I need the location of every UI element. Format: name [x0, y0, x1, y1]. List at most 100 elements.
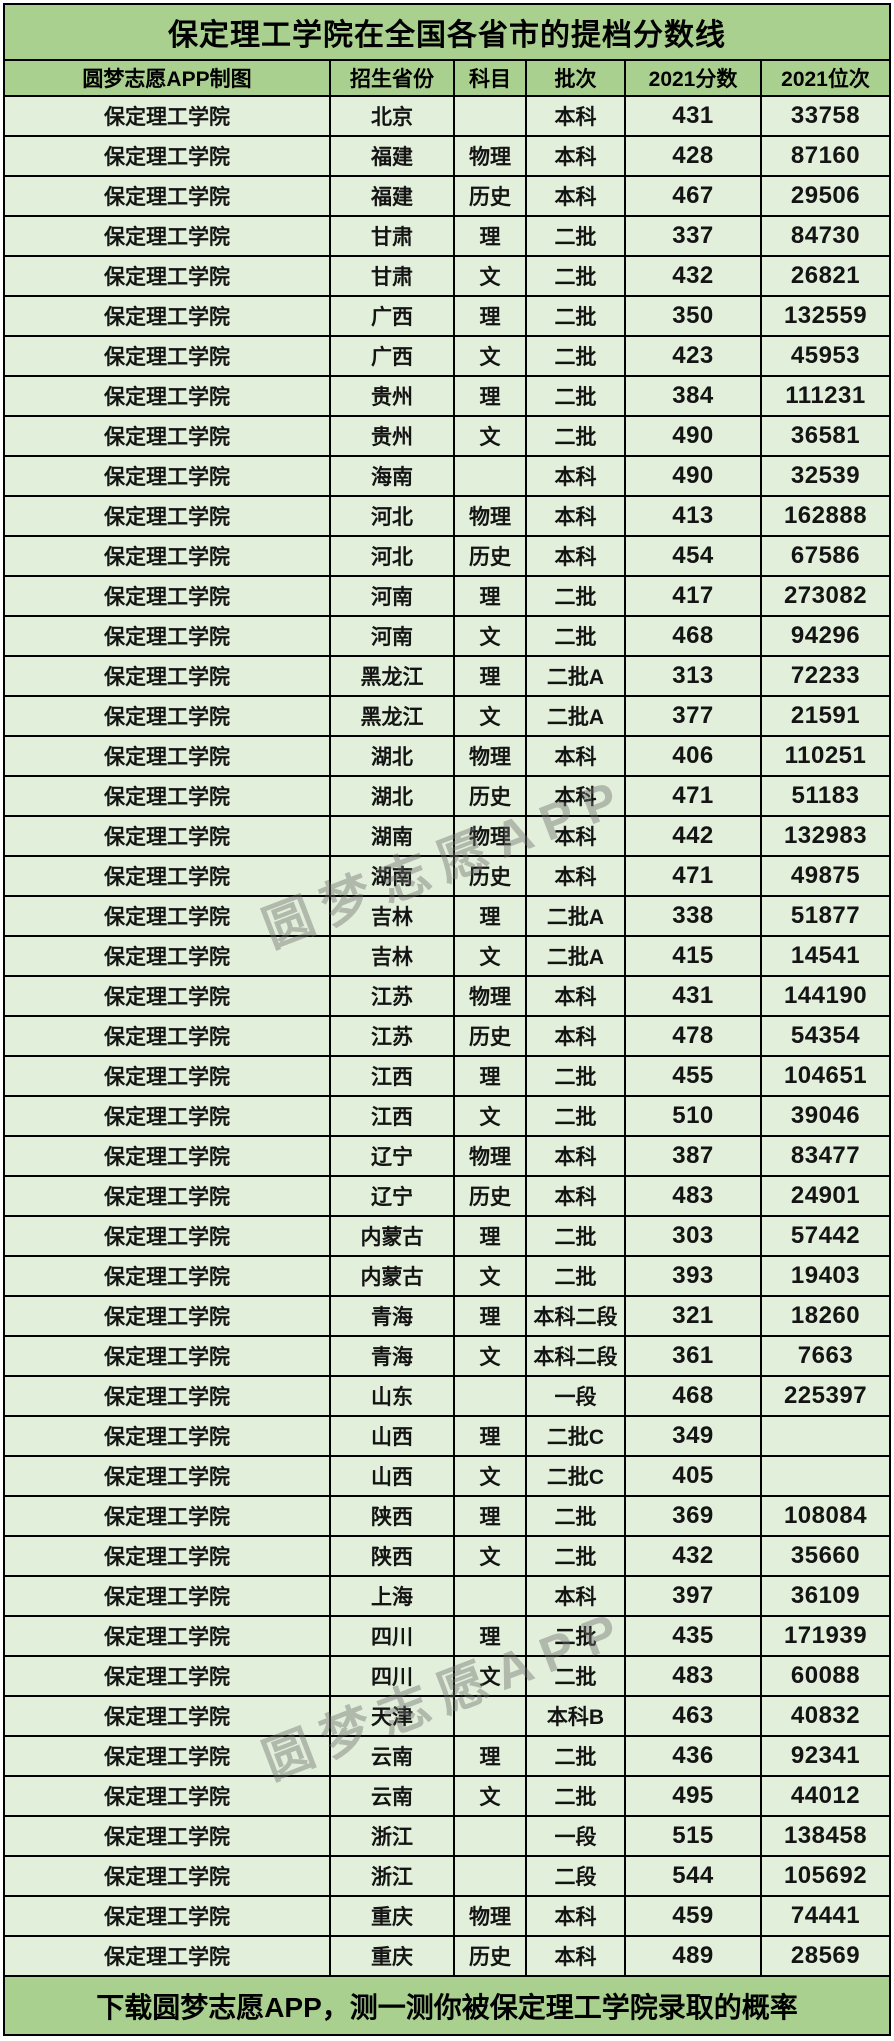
table-row: 保定理工学院 内蒙古 理 二批 303 57442 — [5, 1217, 889, 1257]
cell-school: 保定理工学院 — [104, 786, 230, 809]
cell-province: 浙江 — [329, 1817, 453, 1855]
cell-school: 保定理工学院 — [104, 1386, 230, 1409]
cell-score: 483 — [624, 1177, 760, 1215]
cell-province: 四川 — [329, 1657, 453, 1695]
cell-rank: 162888 — [760, 497, 889, 535]
cell-score: 338 — [624, 897, 760, 935]
cell-school: 保定理工学院 — [104, 1706, 230, 1729]
cell-province: 甘肃 — [329, 257, 453, 295]
cell-rank: 110251 — [760, 737, 889, 775]
cell-batch: 二批 — [525, 1097, 624, 1135]
cell-batch: 本科 — [525, 177, 624, 215]
cell-subject: 文 — [453, 1097, 525, 1135]
cell-subject: 历史 — [453, 1177, 525, 1215]
table-row: 保定理工学院 湖南 物理 本科 442 132983 — [5, 817, 889, 857]
header-cell-source: 圆梦志愿APP制图 — [82, 68, 252, 91]
header-cell-score-2021: 2021分数 — [624, 61, 760, 95]
cell-score: 510 — [624, 1097, 760, 1135]
cell-subject: 理 — [453, 1417, 525, 1455]
cell-subject: 理 — [453, 377, 525, 415]
header-cell-province: 招生省份 — [329, 61, 453, 95]
cell-rank: 40832 — [760, 1697, 889, 1735]
cell-school: 保定理工学院 — [104, 586, 230, 609]
cell-score: 478 — [624, 1017, 760, 1055]
cell-batch: 二批 — [525, 1057, 624, 1095]
cell-score: 468 — [624, 617, 760, 655]
table-row: 保定理工学院 云南 文 二批 495 44012 — [5, 1777, 889, 1817]
cell-subject: 文 — [453, 1537, 525, 1575]
cell-batch: 本科 — [525, 137, 624, 175]
table-body: 保定理工学院 北京 本科 431 33758 保定理工学院 福建 物理 本科 4… — [5, 97, 889, 1977]
table-row: 保定理工学院 吉林 文 二批A 415 14541 — [5, 937, 889, 977]
cell-subject: 理 — [453, 657, 525, 695]
footer-note: 下载圆梦志愿APP，测一测你被保定理工学院录取的概率 — [5, 1977, 889, 2034]
cell-batch: 一段 — [525, 1377, 624, 1415]
cell-rank — [760, 1457, 889, 1495]
cell-school: 保定理工学院 — [104, 1826, 230, 1849]
cell-score: 459 — [624, 1897, 760, 1935]
cell-province: 湖北 — [329, 737, 453, 775]
cell-school: 保定理工学院 — [104, 1506, 230, 1529]
cell-province: 福建 — [329, 177, 453, 215]
cell-batch: 二批A — [525, 657, 624, 695]
table-row: 保定理工学院 浙江 一段 515 138458 — [5, 1817, 889, 1857]
cell-subject: 物理 — [453, 1897, 525, 1935]
cell-school: 保定理工学院 — [104, 106, 230, 129]
cell-rank: 24901 — [760, 1177, 889, 1215]
cell-school: 保定理工学院 — [104, 1346, 230, 1369]
cell-school: 保定理工学院 — [104, 1226, 230, 1249]
cell-batch: 二批 — [525, 1537, 624, 1575]
cell-score: 490 — [624, 457, 760, 495]
cell-subject: 理 — [453, 297, 525, 335]
cell-province: 云南 — [329, 1737, 453, 1775]
cell-school: 保定理工学院 — [104, 266, 230, 289]
cell-subject: 理 — [453, 1297, 525, 1335]
cell-score: 413 — [624, 497, 760, 535]
cell-rank: 132559 — [760, 297, 889, 335]
table-row: 保定理工学院 江西 文 二批 510 39046 — [5, 1097, 889, 1137]
cell-province: 山西 — [329, 1457, 453, 1495]
cell-province: 吉林 — [329, 937, 453, 975]
cell-batch: 二批A — [525, 897, 624, 935]
table-header-row: 圆梦志愿APP制图 招生省份 科目 批次 2021分数 2021位次 — [5, 61, 889, 97]
cell-subject: 文 — [453, 417, 525, 455]
cell-subject: 文 — [453, 1457, 525, 1495]
table-row: 保定理工学院 天津 本科B 463 40832 — [5, 1697, 889, 1737]
table-row: 保定理工学院 广西 文 二批 423 45953 — [5, 337, 889, 377]
header-cell-rank-2021: 2021位次 — [760, 61, 889, 95]
cell-subject: 理 — [453, 1057, 525, 1095]
cell-score: 467 — [624, 177, 760, 215]
cell-score: 428 — [624, 137, 760, 175]
cell-rank: 54354 — [760, 1017, 889, 1055]
cell-rank: 74441 — [760, 1897, 889, 1935]
cell-rank: 51877 — [760, 897, 889, 935]
cell-batch: 本科 — [525, 857, 624, 895]
cell-subject: 历史 — [453, 1017, 525, 1055]
cell-subject: 理 — [453, 1217, 525, 1255]
cell-score: 435 — [624, 1617, 760, 1655]
cell-province: 云南 — [329, 1777, 453, 1815]
cell-province: 河北 — [329, 537, 453, 575]
table-row: 保定理工学院 山西 理 二批C 349 — [5, 1417, 889, 1457]
cell-score: 431 — [624, 977, 760, 1015]
cell-province: 江苏 — [329, 977, 453, 1015]
cell-school: 保定理工学院 — [104, 146, 230, 169]
cell-score: 432 — [624, 257, 760, 295]
cell-province: 浙江 — [329, 1857, 453, 1895]
cell-rank: 45953 — [760, 337, 889, 375]
cell-score: 417 — [624, 577, 760, 615]
cell-subject: 物理 — [453, 737, 525, 775]
cell-batch: 本科 — [525, 1017, 624, 1055]
cell-school: 保定理工学院 — [104, 746, 230, 769]
cell-rank: 35660 — [760, 1537, 889, 1575]
cell-province: 江苏 — [329, 1017, 453, 1055]
cell-score: 361 — [624, 1337, 760, 1375]
cell-rank: 132983 — [760, 817, 889, 855]
cell-school: 保定理工学院 — [104, 826, 230, 849]
table-row: 保定理工学院 江苏 物理 本科 431 144190 — [5, 977, 889, 1017]
cell-batch: 二批 — [525, 1617, 624, 1655]
cell-rank: 32539 — [760, 457, 889, 495]
cell-rank: 7663 — [760, 1337, 889, 1375]
table-row: 保定理工学院 四川 理 二批 435 171939 — [5, 1617, 889, 1657]
cell-subject: 文 — [453, 1777, 525, 1815]
